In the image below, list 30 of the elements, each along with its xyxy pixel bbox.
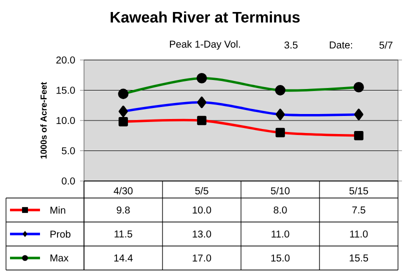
legend-label: Min — [50, 206, 66, 214]
data-label: 11.0 — [272, 230, 290, 238]
data-label: 13.0 — [192, 230, 212, 238]
data-label: 8.0 — [274, 206, 287, 214]
y-tick-label: 0.0 — [62, 177, 75, 185]
y-tick-label: 15.0 — [56, 86, 75, 94]
text: Date: — [330, 42, 352, 48]
y-tick-label: 10.0 — [56, 116, 75, 124]
x-tick-label: 5/5 — [195, 187, 208, 194]
legend-label: Prob — [50, 230, 70, 238]
x-tick-label: 5/15 — [349, 187, 368, 194]
text: 3.5 — [284, 41, 298, 49]
data-label: 15.5 — [350, 254, 368, 262]
x-tick-label: 4/30 — [114, 187, 133, 194]
y-axis-title: 1000s of Acre-Feet — [40, 82, 47, 158]
data-label: 7.5 — [352, 206, 366, 214]
data-label: 9.8 — [116, 206, 130, 214]
data-label: 14.4 — [114, 254, 133, 262]
data-label: 17.0 — [192, 254, 212, 262]
data-label: 11.5 — [114, 230, 132, 238]
text: 5/7 — [379, 41, 392, 49]
data-label: 10.0 — [192, 206, 212, 214]
y-tick-label: 5.0 — [62, 147, 75, 154]
data-label: 15.0 — [271, 254, 290, 262]
data-label: 11.0 — [350, 230, 368, 238]
text: Peak 1-Day Vol. — [170, 40, 240, 50]
x-tick-label: 5/10 — [270, 187, 290, 194]
chart-title: Kaweah River at Terminus — [110, 11, 300, 23]
legend-label: Max — [50, 254, 68, 262]
y-tick-label: 20.0 — [56, 56, 75, 64]
